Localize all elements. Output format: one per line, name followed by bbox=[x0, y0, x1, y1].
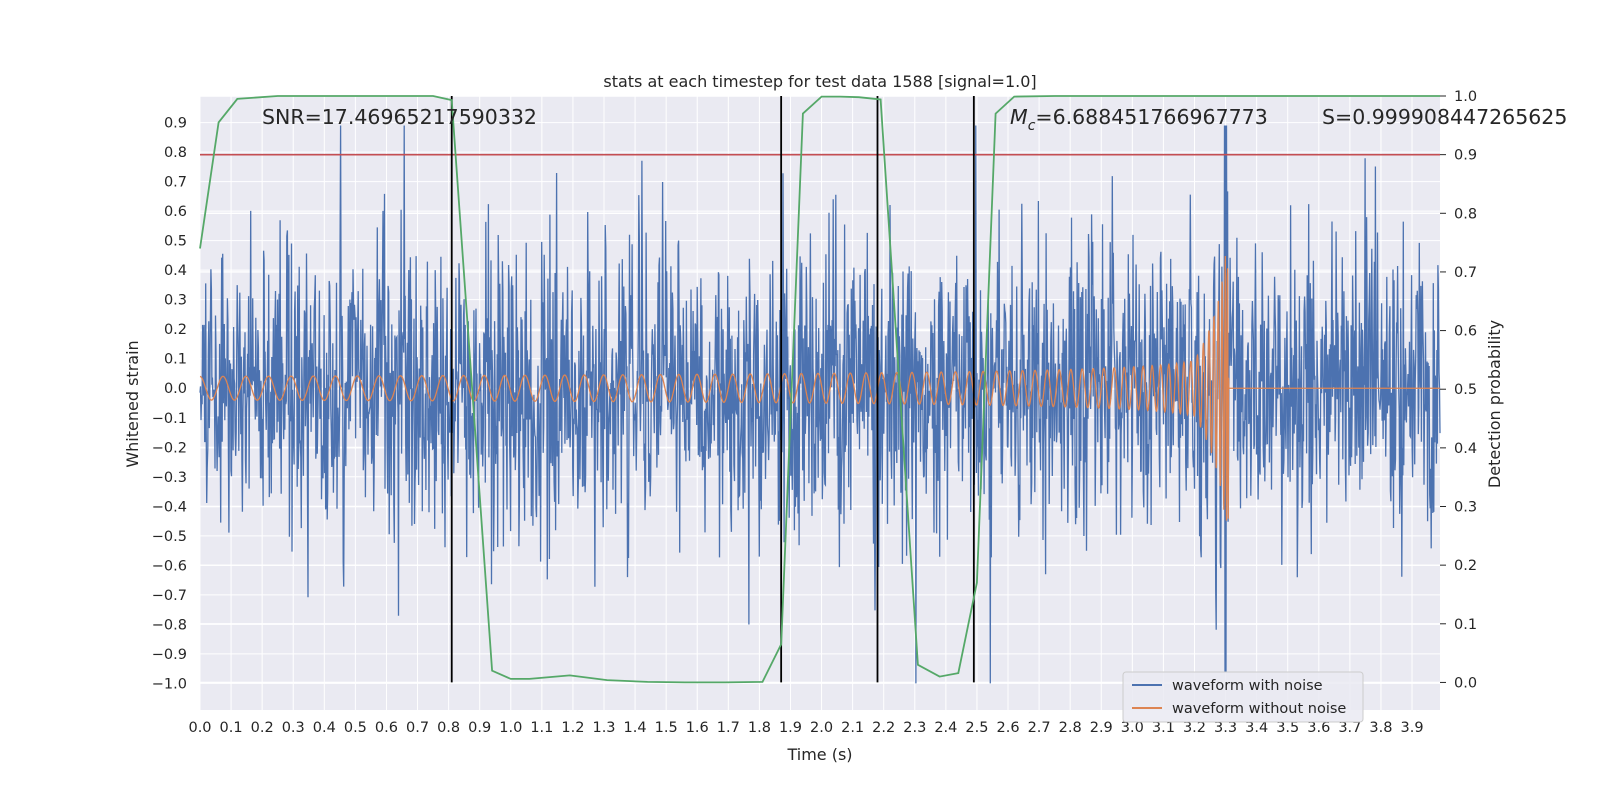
series-waveform-with-noise bbox=[199, 125, 1441, 684]
y-tick-label: −0.4 bbox=[152, 499, 187, 515]
event-markers bbox=[450, 96, 975, 683]
x-tick-label: 1.5 bbox=[655, 720, 678, 736]
y2-tick-label: 0.9 bbox=[1454, 148, 1477, 164]
chart-title: stats at each timestep for test data 158… bbox=[603, 72, 1036, 91]
legend-label-waveform-without-noise: waveform without noise bbox=[1172, 701, 1346, 717]
y-tick-label: 0.1 bbox=[164, 352, 187, 368]
x-tick-label: 0.0 bbox=[188, 720, 211, 736]
x-tick-label: 3.7 bbox=[1338, 720, 1361, 736]
x-tick-label: 0.6 bbox=[375, 720, 398, 736]
y-tick-label: −0.3 bbox=[152, 470, 187, 486]
y2-tick-label: 0.0 bbox=[1454, 675, 1477, 691]
y2-tick-label: 0.3 bbox=[1454, 500, 1477, 516]
x-tick-label: 3.1 bbox=[1152, 720, 1175, 736]
y2-tick-label: 0.7 bbox=[1454, 265, 1477, 281]
x-tick-label: 1.8 bbox=[748, 720, 771, 736]
axis-ticks: 0.0 0.1 0.2 0.3 0.4 0.5 0.6 0.7 0.8 0.9 1.0 1.1 1.2 1… bbox=[152, 89, 1477, 736]
chirp-mass-subscript: c bbox=[1028, 118, 1036, 134]
x-tick-label: 1.1 bbox=[530, 720, 553, 736]
x-tick-label: 1.4 bbox=[624, 720, 647, 736]
y-tick-label: −0.2 bbox=[152, 440, 187, 456]
x-tick-label: 2.8 bbox=[1059, 720, 1082, 736]
x-tick-label: 1.9 bbox=[779, 720, 802, 736]
y-tick-label: −1.0 bbox=[152, 676, 187, 692]
y-tick-label: 0.5 bbox=[164, 234, 187, 250]
x-tick-label: 3.4 bbox=[1245, 720, 1268, 736]
score-annotation: S=0.999908447265625 bbox=[1322, 105, 1567, 129]
x-tick-label: 3.5 bbox=[1276, 720, 1299, 736]
y-tick-label: 0.6 bbox=[164, 204, 187, 220]
x-tick-label: 1.0 bbox=[499, 720, 522, 736]
x-tick-label: 2.9 bbox=[1090, 720, 1113, 736]
legend: waveform with noise waveform without noi… bbox=[1122, 671, 1364, 723]
x-tick-label: 2.6 bbox=[996, 720, 1019, 736]
x-tick-label: 1.6 bbox=[686, 720, 709, 736]
x-tick-label: 0.4 bbox=[313, 720, 336, 736]
legend-label-waveform-with-noise: waveform with noise bbox=[1172, 678, 1323, 694]
y-axis-label: Whitened strain bbox=[123, 340, 142, 467]
y-tick-label: 0.3 bbox=[164, 293, 187, 309]
waveform-with-noise-line bbox=[199, 125, 1441, 684]
y2-tick-label: 0.6 bbox=[1454, 324, 1477, 340]
x-tick-label: 2.2 bbox=[872, 720, 895, 736]
x-tick-label: 0.7 bbox=[406, 720, 429, 736]
x-tick-label: 3.9 bbox=[1400, 720, 1423, 736]
detection-probability-line bbox=[199, 95, 1440, 684]
y-tick-label: −0.1 bbox=[152, 411, 187, 427]
y2-tick-label: 0.2 bbox=[1454, 558, 1477, 574]
x-tick-label: 2.4 bbox=[934, 720, 957, 736]
series-detection-probability bbox=[199, 95, 1440, 684]
chirp-mass-symbol: M bbox=[1010, 105, 1028, 129]
y-tick-label: 0.7 bbox=[164, 175, 187, 191]
y-tick-label: 0.4 bbox=[164, 263, 187, 279]
y2-tick-label: 1.0 bbox=[1454, 89, 1477, 105]
x-tick-label: 2.3 bbox=[903, 720, 926, 736]
series-waveform-without-noise bbox=[199, 256, 1440, 521]
y2-tick-label: 0.5 bbox=[1454, 382, 1477, 398]
y-tick-label: −0.6 bbox=[152, 558, 187, 574]
y-tick-label: 0.8 bbox=[164, 145, 187, 161]
legend-box bbox=[1122, 671, 1364, 723]
x-tick-label: 3.3 bbox=[1214, 720, 1237, 736]
x-tick-label: 0.3 bbox=[282, 720, 305, 736]
x-tick-label: 3.6 bbox=[1307, 720, 1330, 736]
x-tick-label: 3.2 bbox=[1183, 720, 1206, 736]
waveform-without-noise-line bbox=[199, 256, 1440, 521]
x-tick-label: 0.9 bbox=[468, 720, 491, 736]
x-tick-label: 0.2 bbox=[251, 720, 274, 736]
x-tick-label: 2.1 bbox=[841, 720, 864, 736]
x-tick-label: 0.1 bbox=[220, 720, 243, 736]
snr-annotation: SNR=17.46965217590332 bbox=[262, 105, 537, 129]
x-tick-label: 3.8 bbox=[1369, 720, 1392, 736]
x-axis-label: Time (s) bbox=[786, 745, 852, 764]
x-tick-label: 1.2 bbox=[561, 720, 584, 736]
y-tick-label: −0.9 bbox=[152, 647, 187, 663]
x-tick-label: 2.0 bbox=[810, 720, 833, 736]
chirp-mass-value: =6.688451766967773 bbox=[1035, 105, 1267, 129]
chirp-mass-annotation: Mc=6.688451766967773 bbox=[1010, 105, 1268, 134]
y-tick-label: 0.9 bbox=[164, 116, 187, 132]
x-tick-label: 1.3 bbox=[592, 720, 615, 736]
x-tick-label: 2.5 bbox=[965, 720, 988, 736]
y2-axis-label: Detection probability bbox=[1485, 320, 1504, 488]
y-tick-label: 0.2 bbox=[164, 322, 187, 338]
x-tick-label: 1.7 bbox=[717, 720, 740, 736]
x-tick-label: 2.7 bbox=[1028, 720, 1051, 736]
y-tick-label: 0.0 bbox=[164, 381, 187, 397]
y2-tick-label: 0.4 bbox=[1454, 441, 1477, 457]
x-tick-label: 0.5 bbox=[344, 720, 367, 736]
y-tick-label: −0.5 bbox=[152, 529, 187, 545]
y-tick-label: −0.8 bbox=[152, 617, 187, 633]
y2-tick-label: 0.8 bbox=[1454, 206, 1477, 222]
y-tick-label: −0.7 bbox=[152, 588, 187, 604]
y2-tick-label: 0.1 bbox=[1454, 617, 1477, 633]
x-tick-label: 0.8 bbox=[437, 720, 460, 736]
x-tick-label: 3.0 bbox=[1121, 720, 1144, 736]
